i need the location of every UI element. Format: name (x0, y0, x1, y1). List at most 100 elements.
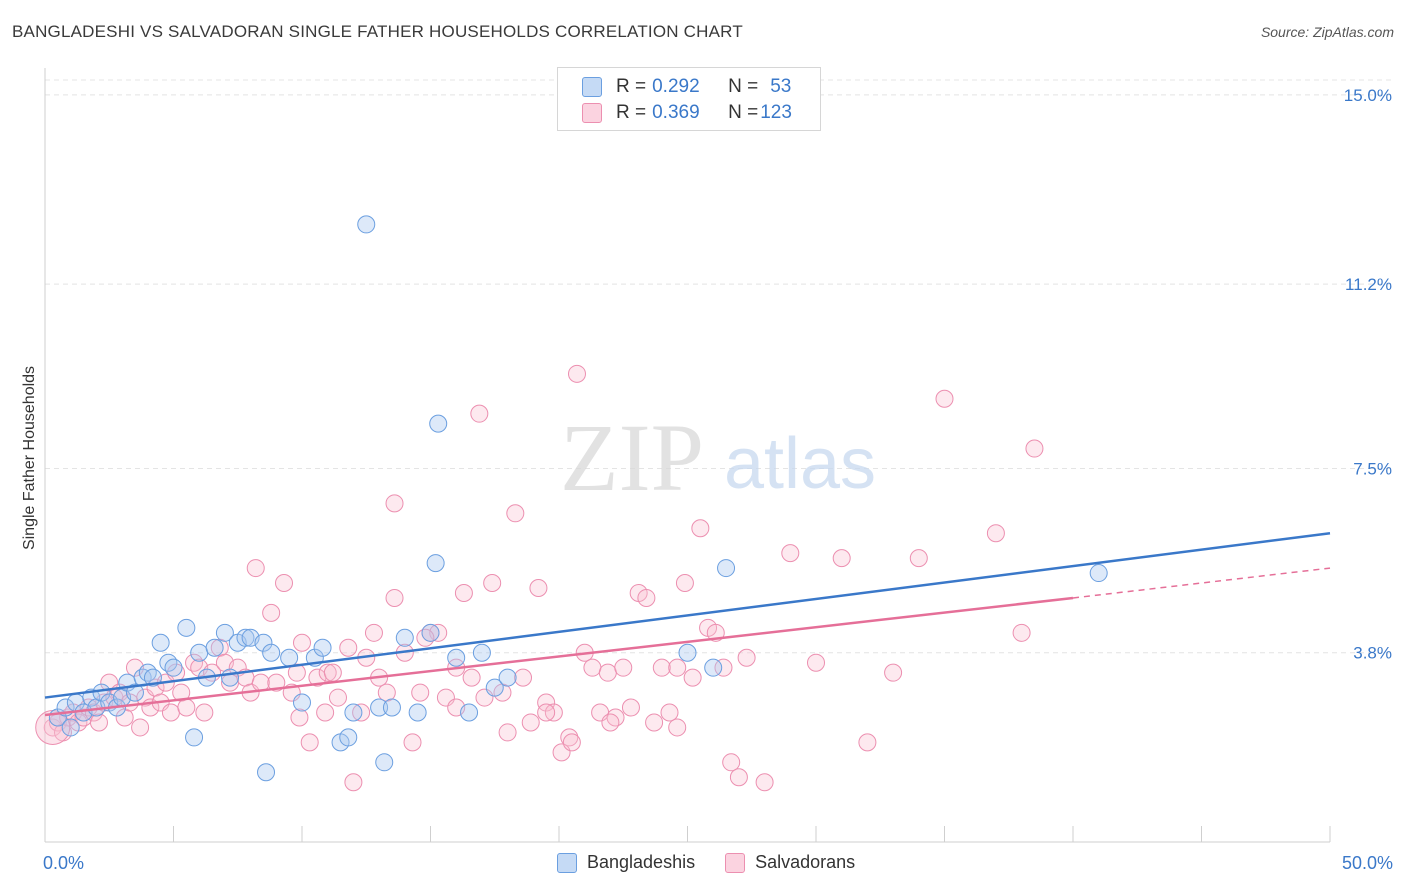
salvadoran-point (675, 574, 694, 593)
stats-row-salvadorans: R = 0.369 N = 123 (582, 101, 792, 125)
salvadoran-point (328, 688, 347, 707)
bangladeshi-point (704, 658, 723, 677)
bangladeshi-point (254, 633, 273, 652)
bangladeshi-point (678, 643, 697, 662)
bangladeshis-swatch (582, 77, 602, 97)
salvadoran-point (668, 718, 687, 737)
salvadoran-point (781, 544, 800, 563)
salvadoran-point (683, 668, 702, 687)
salvadoran-point (43, 718, 62, 737)
legend-item-salvadorans[interactable]: Salvadorans (725, 852, 855, 873)
trend-lines (44, 531, 1331, 717)
salvadoran-point (195, 703, 214, 722)
salvadoran-point (935, 389, 954, 408)
bangladeshi-point (151, 633, 170, 652)
salvadoran-point (131, 718, 150, 737)
salvadoran-point (737, 648, 756, 667)
bangladeshi-point (344, 703, 363, 722)
salvadoran-point (606, 708, 625, 727)
salvadoran-point (598, 663, 617, 682)
series-legend: Bangladeshis Salvadorans (557, 852, 885, 873)
salvadoran-point (498, 723, 517, 742)
salvadorans-legend-swatch (725, 852, 746, 873)
bangladeshi-point (1089, 564, 1108, 583)
bangladeshi-point (717, 559, 736, 578)
n-value: 123 (760, 102, 792, 123)
salvadoran-point (318, 663, 337, 682)
salvadoran-point (652, 658, 671, 677)
bangladeshi-point (236, 628, 255, 647)
stats-legend: R = 0.292 N = 53 R = 0.369 N = 123 (557, 67, 821, 131)
salvadoran-point (185, 653, 204, 672)
salvadoran-point (562, 733, 581, 752)
salvadoran-point (385, 494, 404, 513)
bangladeshi-point (138, 663, 157, 682)
chart-title: BANGLADESHI VS SALVADORAN SINGLE FATHER … (12, 22, 743, 41)
salvadoran-point (714, 658, 733, 677)
y-tick-label: 7.5% (1353, 459, 1392, 478)
salvadoran-point (521, 713, 540, 732)
salvadoran-point (89, 713, 108, 732)
salvadoran-point (832, 549, 851, 568)
salvadoran-point (177, 698, 196, 717)
bangladeshi-point (159, 653, 178, 672)
bangladeshi-point (185, 728, 204, 747)
x-max-label: 50.0% (1341, 853, 1393, 873)
salvadoran-point (262, 603, 281, 622)
r-label: R = (616, 102, 647, 123)
bangladeshi-point (421, 623, 440, 642)
bangladeshi-point (370, 698, 389, 717)
n-value: 53 (770, 76, 792, 97)
watermark-zip: ZIP (560, 404, 704, 511)
stats-row-bangladeshis: R = 0.292 N = 53 (582, 75, 791, 99)
salvadoran-point (729, 768, 748, 787)
bangladeshis-legend-label: Bangladeshis (587, 852, 696, 872)
salvadoran-point (462, 668, 481, 687)
y-tick-label: 11.2% (1345, 275, 1392, 294)
salvadoran-point (537, 703, 556, 722)
watermark: ZIP atlas (560, 404, 876, 511)
salvadoran-point (293, 633, 311, 652)
bangladeshi-point (257, 763, 276, 782)
bangladeshi-point (472, 643, 491, 662)
bangladeshi-point (190, 643, 209, 662)
salvadoran-point (645, 713, 664, 732)
n-label: N = (728, 102, 759, 123)
bangladeshi-point (382, 698, 401, 717)
salvadoran-point (290, 708, 309, 727)
salvadorans-legend-label: Salvadorans (755, 852, 856, 872)
y-tick-label: 15.0% (1344, 86, 1392, 105)
salvadoran-point (377, 683, 396, 702)
salvadoran-point (300, 733, 319, 752)
salvadoran-point (858, 733, 877, 752)
salvadoran-point (621, 698, 640, 717)
salvadoran-point (403, 733, 422, 752)
bangladeshi-point (485, 678, 504, 697)
x-min-label: 0.0% (43, 853, 85, 873)
salvadoran-point (909, 549, 928, 568)
salvadoran-point (691, 519, 710, 538)
salvadoran-point (323, 663, 342, 682)
axes (44, 68, 1331, 843)
bangladeshi-point (205, 638, 224, 657)
salvadorans-trend-line (44, 596, 1074, 717)
series-bangladeshis (48, 215, 1108, 782)
watermark-atlas: atlas (724, 424, 876, 504)
salvadoran-point (364, 623, 383, 642)
salvadoran-point (755, 773, 774, 792)
salvadoran-point (411, 683, 430, 702)
bangladeshis-legend-swatch (557, 852, 577, 873)
bangladeshi-point (221, 668, 240, 687)
bangladeshi-point (215, 623, 234, 642)
salvadoran-point (637, 588, 656, 607)
salvadoran-point (1025, 439, 1044, 458)
legend-item-bangladeshis[interactable]: Bangladeshis (557, 852, 695, 873)
bangladeshi-point (280, 648, 299, 667)
salvadoran-point (470, 404, 489, 423)
r-value: 0.292 (652, 76, 700, 97)
salvadoran-point (344, 773, 363, 792)
bangladeshis-trend-line (44, 531, 1331, 699)
bangladeshi-point (408, 703, 427, 722)
bangladeshi-point (498, 668, 517, 687)
